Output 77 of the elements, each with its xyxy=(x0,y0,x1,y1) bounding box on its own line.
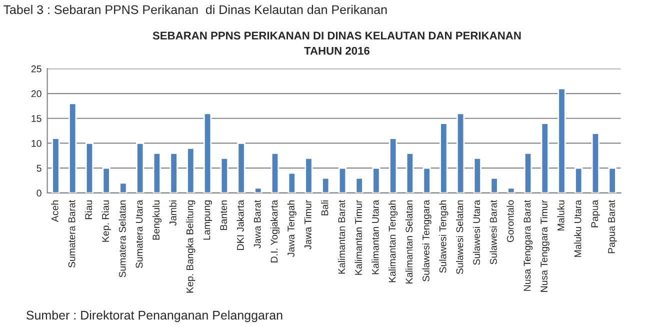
bar xyxy=(406,152,414,193)
x-tick-label: Bali xyxy=(321,200,328,216)
bar xyxy=(237,142,246,193)
bar xyxy=(136,142,144,193)
bar xyxy=(254,187,262,193)
x-tick-label: Kalimantan Timur xyxy=(354,200,362,275)
bar xyxy=(68,102,77,193)
x-tick-label: Aceh xyxy=(51,200,58,222)
x-tick-label: Kep. Riau xyxy=(102,200,111,242)
bar xyxy=(322,177,330,193)
bar xyxy=(524,152,532,193)
x-tick-label: Sulawesi Utara xyxy=(472,200,480,265)
y-tick-label: 20 xyxy=(31,90,42,98)
bar xyxy=(52,138,60,193)
x-tick-label: Banten xyxy=(220,200,228,230)
bar xyxy=(540,122,549,193)
x-tick-label: Kalimantan Tengah xyxy=(388,200,398,282)
x-tick-label: Sulawesi Tengah xyxy=(439,200,448,273)
x-tick-label: Kalimantan Barat xyxy=(338,200,346,274)
x-tick-label: Kalimantan Utara xyxy=(372,200,379,274)
y-tick-label: 0 xyxy=(36,190,42,197)
bar xyxy=(102,167,110,193)
text: Tabel 3 : Sebaran PPNS Perikanan di Dinas Kelautan dan Perikanan xyxy=(4,4,387,14)
bar xyxy=(119,182,128,193)
bar xyxy=(574,167,583,193)
x-tick-label: Papua xyxy=(591,200,600,228)
bar xyxy=(85,142,94,193)
x-tick-label: Riau xyxy=(84,200,92,220)
x-tick-label: Sulawesi Tenggara xyxy=(422,200,432,282)
y-tick-label: 5 xyxy=(36,164,42,172)
x-tick-label: D.I. Yogjakarta xyxy=(270,200,280,262)
y-tick-label: 10 xyxy=(32,140,42,147)
x-tick-label: Kep. Bangka Belitung xyxy=(186,200,196,293)
x-tick-label: Jawa Timur xyxy=(304,200,312,250)
x-tick-label: Jambi xyxy=(169,200,176,226)
x-tick-label: Nusa Tenggara Barat xyxy=(524,200,533,291)
bar xyxy=(270,152,280,193)
bar xyxy=(372,167,380,193)
bar xyxy=(170,152,178,193)
x-tick-label: Gorontalo xyxy=(506,200,514,242)
x-tick-label: Kalimantan Selatan xyxy=(405,200,413,284)
bar xyxy=(490,177,498,193)
bar xyxy=(507,187,516,193)
x-tick-label: Sumatera Barat xyxy=(68,200,76,268)
bar xyxy=(203,112,212,193)
x-tick-label: Sumatera Utara xyxy=(136,200,143,268)
x-tick-label: Maluku Utara xyxy=(574,200,582,257)
bar xyxy=(288,172,296,193)
bar xyxy=(558,88,566,193)
bar xyxy=(422,167,431,193)
bar xyxy=(220,157,228,193)
bar xyxy=(152,152,162,193)
x-tick-label: Maluku xyxy=(557,200,564,230)
x-tick-label: Jawa Barat xyxy=(254,200,261,248)
y-tick-label: 25 xyxy=(31,65,42,72)
x-tick-label: DKI Jakarta xyxy=(236,200,244,250)
bar xyxy=(456,112,465,193)
x-tick-label: Bengkulu xyxy=(152,200,162,240)
x-tick-label: Nusa Tenggara Timur xyxy=(540,200,550,292)
bar xyxy=(389,138,398,193)
x-tick-label: Papua Barat xyxy=(608,200,617,254)
x-tick-label: Sulawesi Selatan xyxy=(456,200,464,274)
x-tick-label: Sulawesi Barat xyxy=(490,200,497,264)
x-tick-label: Sumatera Selatan xyxy=(118,200,126,278)
x-tick-label: Jawa Tengah xyxy=(287,200,296,257)
bar xyxy=(304,157,313,193)
bar xyxy=(591,132,600,193)
bar xyxy=(473,157,482,193)
x-tick-label: Lampung xyxy=(203,200,212,240)
text: Sumber : Direktorat Penanganan Pelanggaran xyxy=(26,310,282,322)
bar xyxy=(355,177,364,193)
y-tick-label: 15 xyxy=(32,115,42,122)
chart-title: SEBARAN PPNS PERIKANAN DI DINAS KELAUTAN DAN PERIKANAN TAHUN 2016 xyxy=(152,32,521,55)
bar xyxy=(608,167,616,193)
bar xyxy=(186,148,195,193)
bar xyxy=(440,122,448,193)
bar xyxy=(338,167,347,193)
